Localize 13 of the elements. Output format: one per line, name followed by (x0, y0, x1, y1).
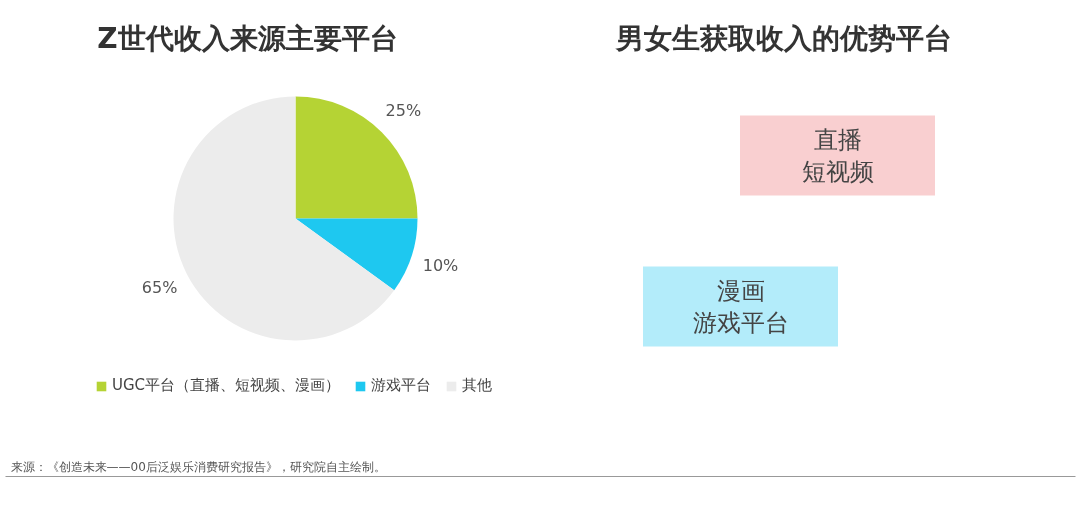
chart-title: Z世代收入来源主要平台 (97, 22, 398, 55)
source-note: 来源：《创造未来——00后泛娱乐消费研究报告》，研究院自主绘制。 (10, 459, 386, 474)
legend-label: 游戏平台 (371, 376, 432, 395)
legend-label: 其他 (462, 376, 493, 395)
text: 男女生获取收入的优势平台 (614, 22, 952, 55)
data-label: 25% (385, 101, 422, 121)
text: 短视频 (801, 157, 874, 186)
text: 直播 (813, 125, 862, 154)
data-label: 65% (141, 278, 178, 298)
text: 游戏平台 (692, 308, 789, 337)
legend-label: UGC平台（直播、短视频、漫画） (112, 376, 341, 395)
text: 漫画 (716, 276, 765, 305)
data-label: 10% (422, 256, 459, 276)
